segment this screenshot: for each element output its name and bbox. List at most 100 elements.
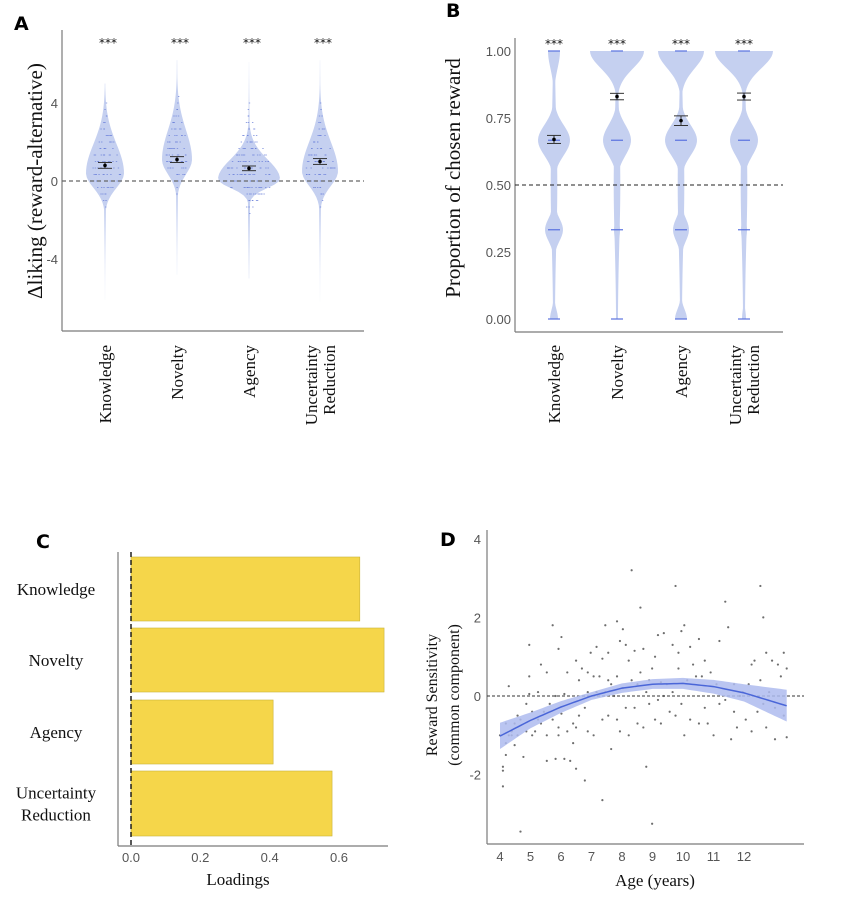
data-point [642, 647, 645, 650]
data-point [703, 706, 706, 709]
bar-0 [130, 556, 361, 622]
data-point [173, 115, 175, 117]
data-point [321, 200, 324, 201]
data-point [718, 702, 721, 705]
data-point [248, 161, 251, 162]
data-point [256, 154, 259, 156]
data-point [241, 154, 243, 156]
data-point [732, 710, 736, 713]
data-point [773, 738, 777, 741]
data-point [107, 187, 110, 188]
data-point [577, 714, 581, 717]
data-point [563, 692, 566, 696]
significance-label: *** [171, 36, 189, 50]
data-point [254, 141, 256, 143]
data-point [102, 200, 105, 201]
data-point [244, 161, 246, 162]
data-point [232, 174, 234, 175]
data-point [240, 174, 243, 175]
data-point [513, 744, 516, 747]
data-point [172, 148, 174, 149]
y-tick-label: -4 [46, 252, 58, 267]
data-point [306, 174, 308, 175]
data-point [108, 135, 110, 136]
data-point [170, 161, 172, 162]
data-point [322, 193, 325, 195]
data-point [260, 193, 262, 195]
y-axis-title: Δliking (reward-alternative) [23, 63, 47, 299]
data-point [265, 167, 267, 169]
data-point [169, 148, 171, 149]
mean-point [247, 166, 251, 171]
data-point [110, 135, 113, 136]
x-tick-label: 8 [618, 849, 625, 864]
significance-label: *** [608, 37, 626, 51]
data-point [94, 167, 97, 169]
data-point [633, 706, 636, 709]
x-tick-label: Knowledge [96, 345, 115, 423]
data-point [320, 109, 322, 110]
data-point [314, 161, 316, 162]
data-point [324, 135, 326, 136]
data-point [106, 187, 109, 188]
data-point [595, 645, 598, 648]
mean-point [318, 159, 322, 164]
data-point [256, 180, 259, 182]
data-point [334, 167, 336, 169]
data-point [765, 726, 768, 729]
bar-2 [130, 699, 274, 765]
data-point [105, 102, 108, 104]
data-point [554, 694, 557, 698]
data-point [319, 180, 322, 182]
data-point [753, 659, 756, 662]
data-point [166, 154, 168, 156]
data-point [256, 200, 259, 201]
data-point [674, 714, 677, 717]
data-point [113, 141, 115, 143]
data-point [536, 690, 540, 694]
significance-label: *** [99, 36, 117, 50]
data-point [560, 635, 563, 639]
data-point [112, 161, 114, 162]
data-point [592, 675, 595, 678]
data-point [320, 193, 322, 195]
data-point [103, 154, 105, 156]
data-point [94, 154, 97, 156]
data-point [248, 206, 250, 208]
data-point [249, 213, 251, 214]
data-point [572, 742, 575, 745]
data-point [612, 694, 616, 698]
y-tick-label: Agency [30, 723, 83, 742]
data-point [245, 206, 248, 208]
data-point [319, 187, 322, 188]
data-point [104, 206, 107, 208]
data-point [246, 187, 249, 188]
data-point [180, 128, 182, 130]
data-point [227, 167, 229, 169]
mean-point [615, 94, 619, 99]
data-point [181, 122, 183, 123]
data-point [569, 759, 572, 762]
data-point [242, 154, 245, 156]
data-point [765, 651, 768, 654]
data-point [586, 730, 589, 733]
data-point [308, 174, 310, 175]
data-point [325, 154, 327, 156]
data-point [246, 141, 248, 143]
panel-b-violin-chart: 0.00 0.25 0.50 0.75 1.00 Proportion of chosen… [441, 37, 783, 425]
data-point [117, 167, 120, 169]
data-point [106, 135, 109, 136]
data-point [618, 730, 622, 733]
data-point [315, 154, 318, 156]
data-point [177, 180, 180, 182]
data-point [724, 698, 727, 702]
data-point [598, 675, 601, 678]
data-point [176, 187, 178, 188]
data-point [724, 600, 727, 603]
data-point [252, 148, 254, 149]
data-point [103, 187, 105, 188]
data-point [618, 639, 622, 643]
x-tick-label: Reduction [320, 345, 339, 415]
data-point [169, 141, 171, 143]
data-point [259, 167, 261, 169]
